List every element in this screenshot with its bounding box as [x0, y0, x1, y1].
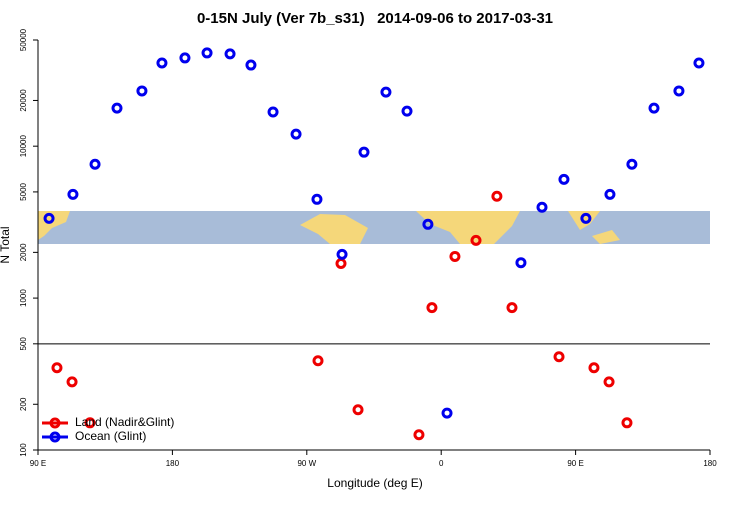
point — [51, 362, 63, 374]
point — [626, 158, 638, 170]
point — [84, 417, 96, 429]
point — [352, 404, 364, 416]
point — [603, 376, 615, 388]
y-tick-label: 2000 — [19, 243, 28, 261]
x-tick-label: 180 — [703, 459, 717, 468]
point — [401, 105, 413, 117]
y-tick-label: 1000 — [19, 289, 28, 307]
legend-marker — [49, 431, 61, 443]
legend-label: Land (Nadir&Glint) — [75, 415, 174, 429]
map-band — [38, 211, 710, 244]
point — [245, 59, 257, 71]
point — [224, 48, 236, 60]
y-tick-label: 200 — [19, 397, 28, 411]
point — [604, 188, 616, 200]
point — [380, 86, 392, 98]
point — [441, 407, 453, 419]
point — [311, 193, 323, 205]
point — [673, 85, 685, 97]
point — [290, 128, 302, 140]
point — [136, 85, 148, 97]
point — [89, 158, 101, 170]
point — [358, 146, 370, 158]
point — [335, 257, 347, 269]
legend-marker — [49, 417, 61, 429]
y-axis-label: N Total — [0, 226, 12, 263]
point — [422, 218, 434, 230]
point — [449, 250, 461, 262]
point — [66, 376, 78, 388]
point — [201, 47, 213, 59]
chart-title: 0-15N July (Ver 7b_s31) 2014-09-06 to 20… — [197, 10, 553, 27]
x-axis-label: Longitude (deg E) — [327, 476, 422, 490]
point — [693, 57, 705, 69]
point — [413, 429, 425, 441]
x-tick-label: 90 E — [30, 459, 46, 468]
y-tick-label: 20000 — [19, 89, 28, 112]
point — [267, 106, 279, 118]
point — [312, 355, 324, 367]
point — [506, 302, 518, 314]
point — [470, 234, 482, 246]
point — [515, 257, 527, 269]
point — [111, 102, 123, 114]
point — [491, 190, 503, 202]
point — [648, 102, 660, 114]
point — [336, 248, 348, 260]
legend-label: Ocean (Glint) — [75, 429, 146, 443]
point — [558, 173, 570, 185]
point — [43, 212, 55, 224]
point — [621, 417, 633, 429]
x-tick-label: 90 E — [567, 459, 583, 468]
point — [426, 302, 438, 314]
y-tick-label: 5000 — [19, 182, 28, 200]
y-tick-label: 500 — [19, 337, 28, 351]
point — [588, 362, 600, 374]
x-tick-label: 180 — [166, 459, 180, 468]
x-tick-label: 90 W — [297, 459, 316, 468]
y-tick-label: 50000 — [19, 28, 28, 51]
point — [179, 52, 191, 64]
point — [156, 57, 168, 69]
point — [580, 212, 592, 224]
y-tick-label: 100 — [19, 443, 28, 457]
point — [67, 188, 79, 200]
y-tick-label: 10000 — [19, 135, 28, 158]
x-tick-label: 0 — [439, 459, 444, 468]
point — [536, 201, 548, 213]
point — [553, 351, 565, 363]
